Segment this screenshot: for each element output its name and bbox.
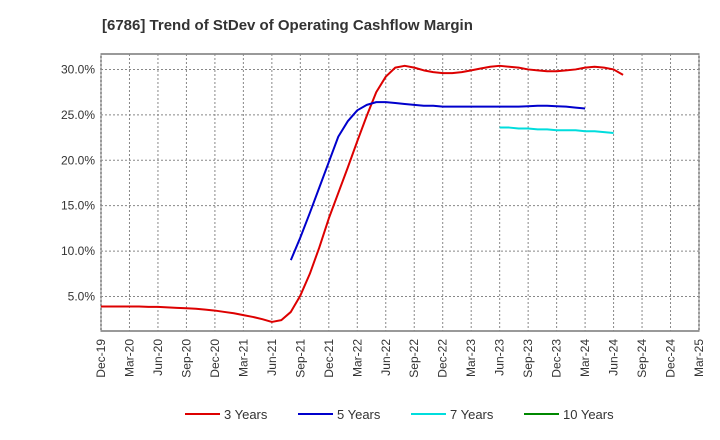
legend-item-7-years[interactable]: 7 Years <box>411 407 494 422</box>
x-tick-label: Mar-21 <box>236 339 250 377</box>
series-line-7-years <box>499 126 614 135</box>
x-tick-label: Dec-19 <box>94 339 108 378</box>
y-tick-label: 30.0% <box>61 62 95 76</box>
x-tick-label: Jun-21 <box>265 339 279 376</box>
x-tick-label: Jun-20 <box>151 339 165 376</box>
legend-item-10-years[interactable]: 10 Years <box>524 407 614 422</box>
y-tick-label: 10.0% <box>61 244 95 258</box>
x-tick-label: Sep-21 <box>293 339 307 378</box>
x-tick-label: Jun-22 <box>379 339 393 376</box>
x-tick-label: Sep-20 <box>179 339 193 378</box>
series-line-5-years <box>289 101 586 261</box>
x-tick-label: Dec-24 <box>664 339 678 378</box>
legend-item-3-years[interactable]: 3 Years <box>185 407 268 422</box>
series-line-3-years <box>101 64 624 323</box>
legend-label-3-years: 3 Years <box>224 407 268 422</box>
x-tick-label: Mar-23 <box>464 339 478 377</box>
x-tick-label: Jun-24 <box>607 339 621 376</box>
x-tick-label: Mar-22 <box>350 339 364 377</box>
x-tick-label: Sep-24 <box>635 339 649 378</box>
y-tick-label: 20.0% <box>61 153 95 167</box>
y-axis-ticks: 5.0% 10.0% 15.0% 20.0% 25.0% 30.0% <box>61 62 95 303</box>
y-tick-label: 5.0% <box>68 289 96 303</box>
x-tick-label: Dec-23 <box>550 339 564 378</box>
legend: 3 Years 5 Years 7 Years 10 Years <box>185 407 614 422</box>
x-tick-label: Dec-21 <box>322 339 336 378</box>
y-tick-label: 15.0% <box>61 199 95 213</box>
x-tick-label: Dec-20 <box>208 339 222 378</box>
legend-label-7-years: 7 Years <box>450 407 494 422</box>
x-tick-label: Mar-20 <box>122 339 136 377</box>
plot-area <box>100 53 700 332</box>
x-tick-label: Sep-23 <box>521 339 535 378</box>
x-tick-label: Dec-22 <box>436 339 450 378</box>
x-tick-label: Mar-24 <box>578 339 592 377</box>
series-lines <box>101 64 624 323</box>
x-tick-label: Sep-22 <box>407 339 421 378</box>
y-tick-label: 25.0% <box>61 108 95 122</box>
x-axis-ticks: Dec-19 Mar-20 Jun-20 Sep-20 Dec-20 Mar-21 Jun-… <box>94 339 706 378</box>
x-tick-label: Mar-25 <box>692 339 706 377</box>
x-tick-label: Jun-23 <box>493 339 507 376</box>
legend-label-5-years: 5 Years <box>337 407 381 422</box>
legend-label-10-years: 10 Years <box>563 407 614 422</box>
legend-item-5-years[interactable]: 5 Years <box>298 407 381 422</box>
chart-title: [6786] Trend of StDev of Operating Cashf… <box>102 17 473 34</box>
